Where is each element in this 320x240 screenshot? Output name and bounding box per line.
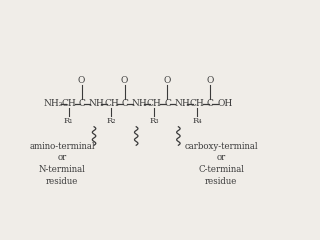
Text: NH: NH bbox=[174, 99, 190, 108]
Text: O: O bbox=[207, 76, 214, 85]
Text: C: C bbox=[78, 99, 85, 108]
Text: O: O bbox=[164, 76, 171, 85]
Text: NH: NH bbox=[132, 99, 147, 108]
Text: NH: NH bbox=[89, 99, 104, 108]
Text: CH: CH bbox=[61, 99, 76, 108]
Text: O: O bbox=[78, 76, 85, 85]
Text: R₄: R₄ bbox=[192, 117, 202, 125]
Text: C: C bbox=[207, 99, 214, 108]
Text: amino-terminal
or
N-terminal
residue: amino-terminal or N-terminal residue bbox=[29, 142, 95, 186]
Text: C: C bbox=[121, 99, 128, 108]
Text: CH: CH bbox=[104, 99, 119, 108]
Text: OH: OH bbox=[218, 99, 233, 108]
Text: CH: CH bbox=[147, 99, 162, 108]
Text: R₃: R₃ bbox=[149, 117, 159, 125]
Text: R₁: R₁ bbox=[64, 117, 73, 125]
Text: carboxy-terminal
or
C-terminal
residue: carboxy-terminal or C-terminal residue bbox=[184, 142, 258, 186]
Text: R₂: R₂ bbox=[107, 117, 116, 125]
Text: CH: CH bbox=[190, 99, 204, 108]
Text: C: C bbox=[164, 99, 171, 108]
Text: O: O bbox=[121, 76, 128, 85]
Text: NH₂: NH₂ bbox=[44, 99, 63, 108]
